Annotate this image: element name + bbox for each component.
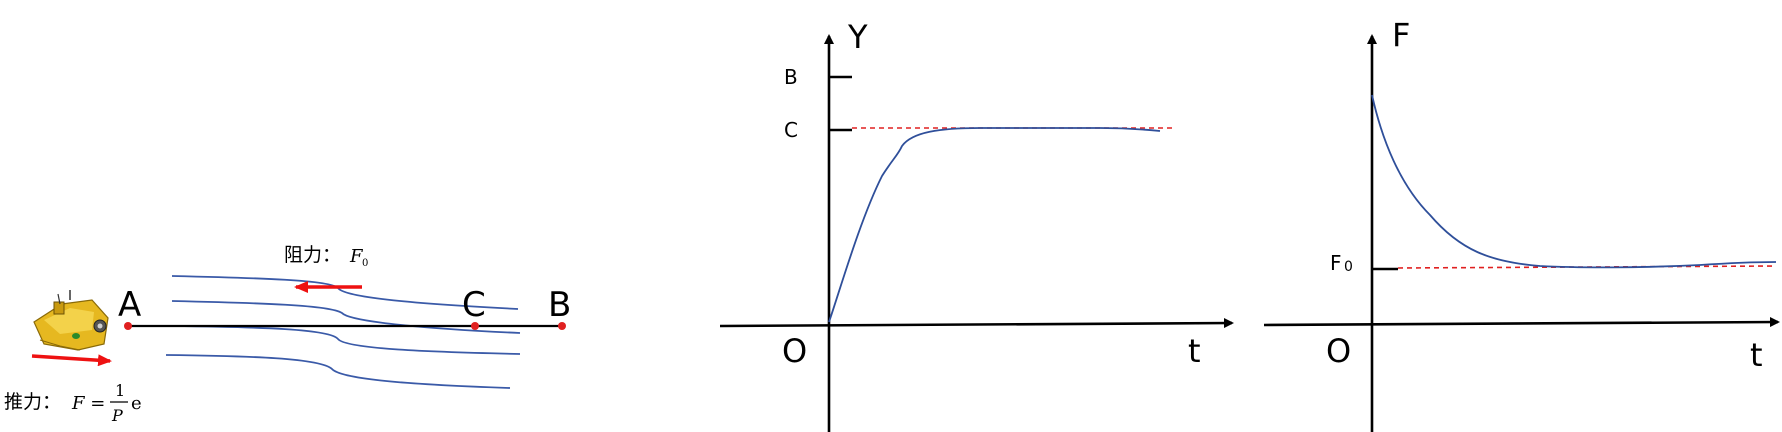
middle-y-axis-label: Y — [847, 18, 868, 56]
middle-chart: Y t O B C — [719, 18, 1234, 432]
thrust-suffix: e — [131, 393, 142, 414]
flow-line-2 — [171, 300, 521, 334]
thrust-arrow — [31, 354, 112, 367]
thrust-denominator: P — [111, 406, 123, 425]
right-x-axis — [1263, 317, 1780, 328]
resistance-subscript: 0 — [362, 258, 368, 269]
right-curve — [1371, 94, 1777, 269]
robot-boat-icon — [33, 290, 109, 351]
tick-f0-subscript: 0 — [1344, 259, 1353, 275]
middle-x-axis-label: t — [1188, 332, 1201, 370]
right-chart: F t O F 0 — [1263, 16, 1780, 432]
tick-f0-label: F — [1330, 251, 1342, 275]
right-x-axis-label: t — [1750, 336, 1763, 374]
resistance-label: 阻力： — [284, 244, 341, 266]
thrust-formula-lhs: F = — [71, 393, 105, 414]
point-a-label: A — [118, 285, 141, 325]
point-b-marker — [558, 322, 566, 330]
middle-curve — [828, 127, 1161, 323]
tick-c-label: C — [784, 118, 798, 142]
left-panel: A C B 阻力： F 0 推力： F = 1 P e — [4, 244, 571, 425]
flow-line-3 — [171, 325, 521, 355]
point-b-label: B — [548, 285, 571, 325]
thrust-numerator: 1 — [115, 381, 125, 400]
thrust-label: 推力： — [4, 391, 61, 413]
resistance-symbol: F — [349, 246, 364, 267]
point-a-marker — [124, 322, 132, 330]
middle-origin-label: O — [782, 332, 807, 370]
point-c-label: C — [462, 285, 486, 325]
middle-x-axis — [719, 318, 1234, 329]
tick-b-label: B — [784, 65, 798, 89]
point-c-marker — [471, 322, 479, 330]
right-origin-label: O — [1326, 332, 1351, 370]
right-y-axis-label: F — [1392, 16, 1410, 54]
flow-line-4 — [165, 354, 511, 389]
